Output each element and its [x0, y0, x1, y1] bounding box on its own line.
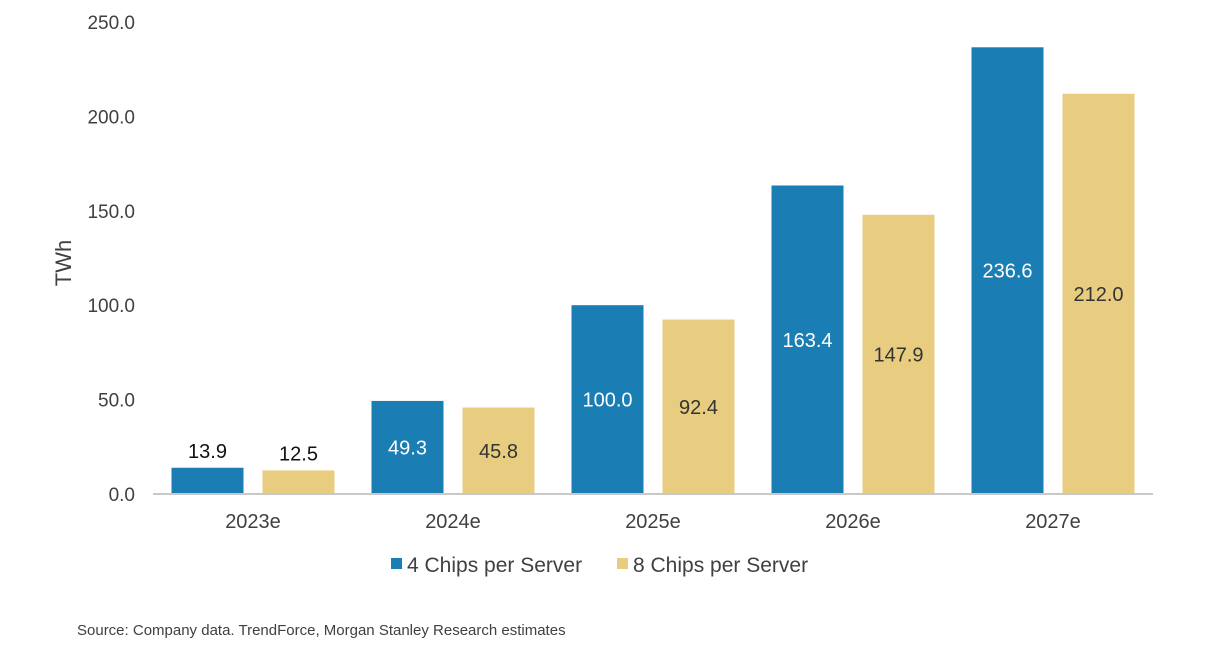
legend-swatch [391, 558, 402, 569]
bar-4-chips-2024e [371, 400, 444, 494]
legend: 4 Chips per Server 8 Chips per Server [391, 554, 808, 577]
bar-chart: 0.0 50.0 100.0 150.0 200.0 250.0 13.9 12.5 49.3… [51, 13, 1153, 577]
y-axis-title: TWh [51, 240, 76, 286]
bar-8-chips-2023e [262, 470, 335, 494]
data-label: 49.3 [388, 437, 427, 459]
data-label: 13.9 [188, 441, 227, 463]
data-label: 100.0 [582, 390, 632, 412]
data-label: 147.9 [873, 344, 923, 366]
x-category-label: 2026e [825, 511, 881, 533]
data-label: 45.8 [479, 441, 518, 463]
bar-4-chips-2027e [971, 47, 1044, 495]
source-note: Source: Company data. TrendForce, Morgan… [77, 622, 566, 639]
y-tick-label: 200.0 [87, 107, 135, 128]
data-label: 212.0 [1073, 284, 1123, 306]
bar-8-chips-2025e [662, 319, 735, 494]
x-axis-labels: 2023e 2024e 2025e 2026e 2027e [225, 511, 1081, 533]
y-tick-label: 250.0 [87, 13, 135, 34]
legend-label: 4 Chips per Server [407, 554, 582, 577]
legend-label: 8 Chips per Server [633, 554, 808, 577]
x-category-label: 2027e [1025, 511, 1081, 533]
bar-4-chips-2025e [571, 305, 644, 494]
data-label: 12.5 [279, 443, 318, 465]
y-tick-label: 100.0 [87, 296, 135, 317]
y-tick-label: 50.0 [98, 391, 135, 412]
data-label: 163.4 [782, 330, 832, 352]
x-category-label: 2024e [425, 511, 481, 533]
y-tick-label: 150.0 [87, 202, 135, 223]
y-tick-label: 0.0 [109, 485, 135, 506]
bar-4-chips-2023e [171, 467, 244, 494]
data-label: 236.6 [982, 261, 1032, 283]
data-label: 92.4 [679, 397, 718, 419]
bar-4-chips-2026e [771, 185, 844, 494]
bar-8-chips-2027e [1062, 93, 1135, 494]
bar-8-chips-2024e [462, 407, 535, 494]
bar-8-chips-2026e [862, 214, 935, 494]
legend-swatch [617, 558, 628, 569]
y-axis-ticks: 0.0 50.0 100.0 150.0 200.0 250.0 [87, 13, 135, 506]
x-category-label: 2025e [625, 511, 681, 533]
x-category-label: 2023e [225, 511, 281, 533]
bars-layer: 13.9 12.5 49.3 45.8 100.0 92.4 163.4 147.9 236.6… [171, 47, 1135, 495]
